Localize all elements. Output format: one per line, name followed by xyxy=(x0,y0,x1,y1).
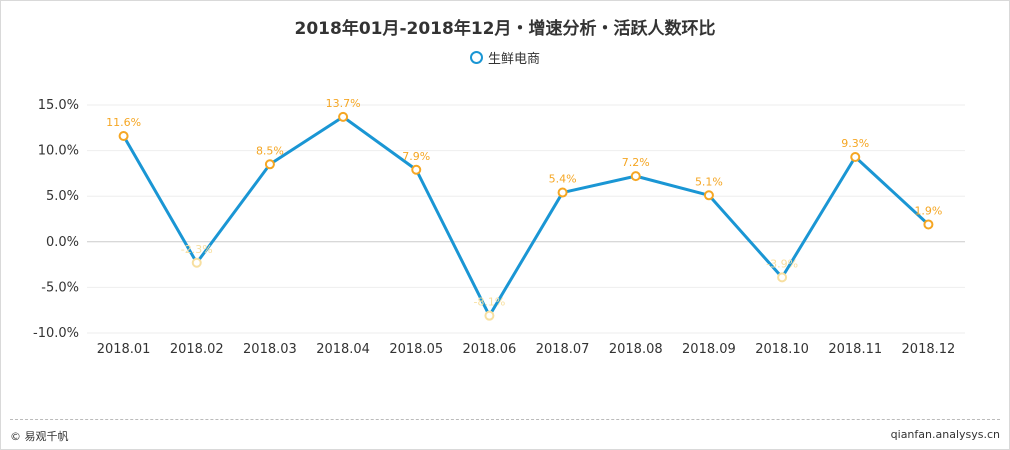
x-tick-label: 2018.01 xyxy=(97,342,151,357)
footer-divider xyxy=(10,419,1000,420)
footer-copyright: © 易观千帆 xyxy=(10,430,69,443)
chart-title: 2018年01月-2018年12月・增速分析・活跃人数环比 xyxy=(294,19,716,39)
data-point xyxy=(118,131,129,142)
data-label: -8.1% xyxy=(473,296,505,309)
legend-label: 生鲜电商 xyxy=(487,52,540,67)
y-tick-label: 0.0% xyxy=(46,235,79,250)
x-tick-label: 2018.07 xyxy=(536,342,590,357)
legend-circle-icon xyxy=(469,51,483,64)
x-tick-label: 2018.03 xyxy=(243,342,297,357)
data-label: 11.6% xyxy=(106,116,141,129)
x-tick-label: 2018.10 xyxy=(755,342,809,357)
data-point xyxy=(411,164,422,175)
data-label: -2.3% xyxy=(181,243,213,256)
data-label: 8.5% xyxy=(256,144,284,157)
y-tick-label: 5.0% xyxy=(46,189,79,204)
data-label: 5.4% xyxy=(549,173,577,186)
y-tick-label: 15.0% xyxy=(38,98,79,113)
y-tick-label: -5.0% xyxy=(41,280,79,295)
data-point xyxy=(557,187,568,198)
data-point xyxy=(703,190,714,201)
data-point xyxy=(338,111,349,122)
data-point xyxy=(264,159,275,170)
x-tick-label: 2018.06 xyxy=(463,342,517,357)
data-label: 7.9% xyxy=(402,150,430,163)
data-point xyxy=(191,257,202,268)
x-tick-label: 2018.12 xyxy=(902,342,956,357)
footer-url: qianfan.analysys.cn xyxy=(890,428,1000,441)
y-tick-label: -10.0% xyxy=(33,326,79,341)
chart-legend[interactable]: 生鲜电商 xyxy=(0,48,1010,67)
y-tick-label: 10.0% xyxy=(38,144,79,159)
x-tick-label: 2018.08 xyxy=(609,342,663,357)
data-label: 1.9% xyxy=(914,204,942,217)
data-label: 13.7% xyxy=(326,97,361,110)
x-tick-label: 2018.09 xyxy=(682,342,736,357)
x-tick-label: 2018.04 xyxy=(316,342,370,357)
data-label: -3.9% xyxy=(766,257,798,270)
x-tick-label: 2018.02 xyxy=(170,342,224,357)
data-point xyxy=(850,151,861,162)
series-line xyxy=(122,115,930,318)
x-tick-label: 2018.05 xyxy=(389,342,443,357)
data-point xyxy=(923,219,934,230)
x-tick-label: 2018.11 xyxy=(828,342,882,357)
data-label: 5.1% xyxy=(695,175,723,188)
data-point xyxy=(484,310,495,321)
data-point xyxy=(777,272,788,283)
data-point xyxy=(630,171,641,182)
data-label: 9.3% xyxy=(841,137,869,150)
data-label: 7.2% xyxy=(622,156,650,169)
